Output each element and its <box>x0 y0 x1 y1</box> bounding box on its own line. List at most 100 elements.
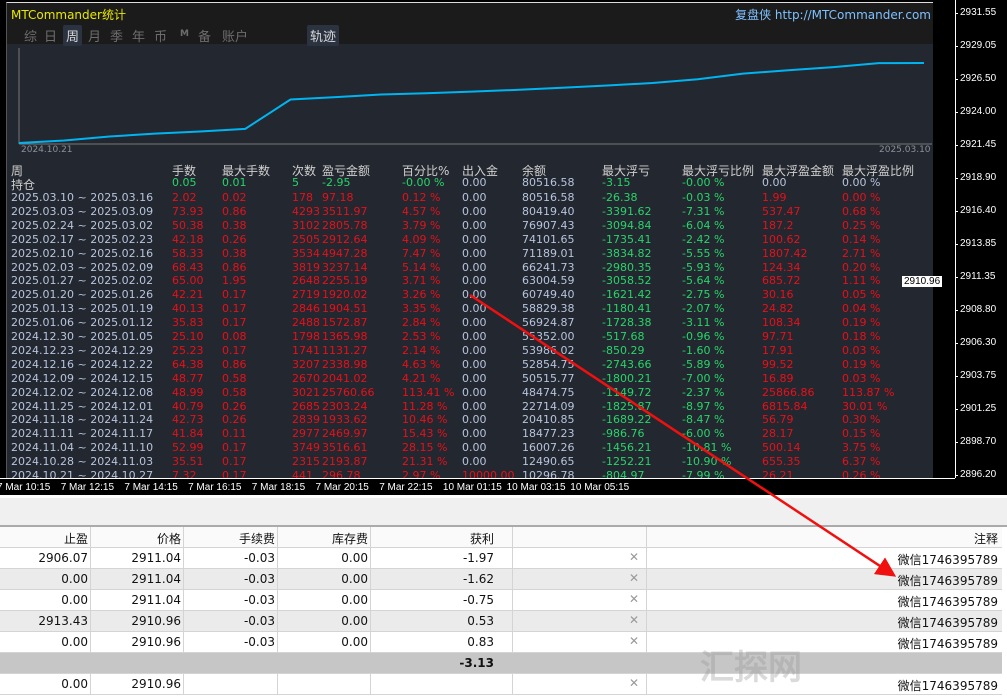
stats-cell-1: 35.51 <box>172 455 204 469</box>
stats-cell-9: -10.90 % <box>682 455 732 469</box>
order-profit: 0.53 <box>467 614 494 628</box>
stats-cell-0: 2024.11.18 ~ 2024.11.24 <box>11 413 154 427</box>
stats-cell-2: 0.17 <box>222 302 247 316</box>
close-order-icon[interactable]: ✕ <box>629 592 640 606</box>
column-separator <box>183 611 184 632</box>
column-separator[interactable] <box>370 527 371 548</box>
time-tick: 7 Mar 10:15 <box>0 482 51 493</box>
stats-row: 2025.03.03 ~ 2025.03.09 73.93 0.86 4293 3511… <box>7 205 932 219</box>
stats-cell-7: 55352.00 <box>522 330 575 343</box>
close-order-icon[interactable]: ✕ <box>629 613 640 627</box>
order-row[interactable]: 2913.43 2910.96 -0.03 0.00 0.53 微信1746395789 ✕ <box>0 611 1002 632</box>
stats-cell-10: 124.34 <box>762 260 801 274</box>
stats-header-8: 最大浮亏 <box>602 164 651 178</box>
stats-row: 2024.12.09 ~ 2024.12.15 48.77 0.58 2670 2041… <box>7 372 932 386</box>
column-separator[interactable] <box>183 527 184 548</box>
stats-cell-0: 2025.01.27 ~ 2025.02.02 <box>11 274 154 288</box>
stats-cell-7: 18477.23 <box>522 427 575 441</box>
tab-8[interactable]: 备 <box>198 30 212 45</box>
header-swap[interactable]: 库存费 <box>331 532 368 546</box>
stats-cell-8: -1180.41 <box>602 302 652 316</box>
order-row[interactable]: 0.00 2910.96 -0.03 0.00 0.83 微信1746395789 ✕ <box>0 632 1002 653</box>
tab-track[interactable]: 轨迹 <box>307 25 340 46</box>
column-separator <box>370 674 371 695</box>
header-price[interactable]: 价格 <box>156 532 181 546</box>
stats-cell-4: 97.18 <box>322 191 354 204</box>
mtcommander-stats-panel: MTCommander统计 复盘侠 http://MTCommander.com… <box>6 2 933 482</box>
stats-cell-10: 655.35 <box>762 455 801 469</box>
tab-4[interactable]: 季 <box>110 30 124 45</box>
stats-cell-4: 3511.97 <box>322 204 368 218</box>
stats-cell-11: 0.00 % <box>842 191 881 204</box>
tab-2[interactable]: 周 <box>63 25 83 46</box>
price-tick: 2926.50 <box>954 73 997 84</box>
column-separator <box>183 674 184 695</box>
column-separator[interactable] <box>90 527 91 548</box>
stats-cell-4: 2469.97 <box>322 427 368 441</box>
price-tick: 2918.90 <box>954 172 997 183</box>
stats-cell-7: 12490.65 <box>522 455 575 469</box>
column-separator[interactable] <box>512 527 513 548</box>
column-separator[interactable] <box>277 527 278 548</box>
stats-cell-4: 1365.98 <box>322 330 368 343</box>
column-separator <box>646 611 647 632</box>
stats-cell-0: 2024.11.11 ~ 2024.11.17 <box>11 427 154 441</box>
close-order-icon[interactable]: ✕ <box>629 571 640 585</box>
header-comment[interactable]: 注释 <box>973 532 998 546</box>
stats-cell-2: 0.17 <box>222 441 247 455</box>
order-row[interactable]: 0.00 2910.96 微信1746395789 ✕ <box>0 674 1002 695</box>
stats-cell-5: 2.14 % <box>402 343 441 357</box>
orders-table: 止盈 价格 手续费 库存费 获利 注释 2906.07 2911.04 -0.03 0.00 -1.… <box>0 525 1007 698</box>
stats-cell-9: -2.75 % <box>682 288 725 302</box>
header-tp[interactable]: 止盈 <box>63 532 88 546</box>
price-axis: 2931.55 2929.05 2926.50 2924.00 2921.45 2918.… <box>954 0 1007 480</box>
tab-9[interactable]: 账户 <box>222 30 249 45</box>
stats-cell-10: 187.2 <box>762 218 794 232</box>
tab-3[interactable]: 月 <box>88 30 102 45</box>
stats-cell-0: 2025.03.10 ~ 2025.03.16 <box>11 191 154 204</box>
close-order-icon[interactable]: ✕ <box>629 550 640 564</box>
order-commission: -0.03 <box>243 635 275 649</box>
stats-cell-11: 2.71 % <box>842 246 881 260</box>
close-order-icon[interactable]: ✕ <box>629 634 640 648</box>
stats-cell-8: -3391.62 <box>602 204 652 218</box>
time-tick: 7 Mar 18:15 <box>251 482 306 493</box>
stats-cell-8: -3834.82 <box>602 246 652 260</box>
brand-url[interactable]: http://MTCommander.com <box>774 8 931 22</box>
stats-cell-4: 1131.27 <box>322 343 368 357</box>
stats-cell-5: 7.47 % <box>402 246 441 260</box>
order-row[interactable]: 0.00 2911.04 -0.03 0.00 -1.62 微信1746395789 ✕ <box>0 569 1002 590</box>
stats-header-10: 最大浮盈金额 <box>762 164 835 178</box>
stats-cell-6: 0.00 <box>462 302 487 316</box>
stats-cell-1: 2.02 <box>172 191 197 204</box>
tab-7[interactable]: M <box>180 29 189 39</box>
stats-cell-7: 16007.26 <box>522 441 575 455</box>
column-separator[interactable] <box>646 527 647 548</box>
order-profit: -0.75 <box>462 593 494 607</box>
stats-cell-6: 0.00 <box>462 288 487 302</box>
stats-cell-8: -3058.52 <box>602 274 652 288</box>
header-profit[interactable]: 获利 <box>469 532 494 546</box>
tab-0[interactable]: 综 <box>24 30 38 45</box>
time-tick: 7 Mar 16:15 <box>188 482 242 493</box>
stats-header-2: 最大手数 <box>222 164 271 178</box>
order-row[interactable]: 0.00 2911.04 -0.03 0.00 -0.75 微信1746395789 ✕ <box>0 590 1002 611</box>
tab-1[interactable]: 日 <box>44 30 58 45</box>
stats-cell-2: 0.38 <box>222 218 247 232</box>
close-order-icon[interactable]: ✕ <box>629 676 640 690</box>
order-row[interactable]: 2906.07 2911.04 -0.03 0.00 -1.97 微信1746395789… <box>0 548 1002 569</box>
time-tick: 10 Mar 01:15 <box>442 482 502 493</box>
holding-1: 0.05 <box>172 176 197 189</box>
stats-row: 2025.01.20 ~ 2025.01.26 42.21 0.17 2719 1920… <box>7 288 932 302</box>
stats-cell-2: 0.58 <box>222 385 247 399</box>
price-tick: 2903.75 <box>954 370 997 381</box>
stats-cell-7: 53986.02 <box>522 343 575 357</box>
tab-5[interactable]: 年 <box>132 30 146 45</box>
header-commission[interactable]: 手续费 <box>238 532 275 546</box>
stats-cell-11: 30.01 % <box>842 399 888 413</box>
column-separator <box>277 569 278 590</box>
brand-link[interactable]: 复盘侠 http://MTCommander.com <box>735 6 931 23</box>
tab-6[interactable]: 币 <box>154 30 168 45</box>
stats-cell-10: 685.72 <box>762 274 801 288</box>
stats-cell-8: -26.38 <box>602 191 638 204</box>
